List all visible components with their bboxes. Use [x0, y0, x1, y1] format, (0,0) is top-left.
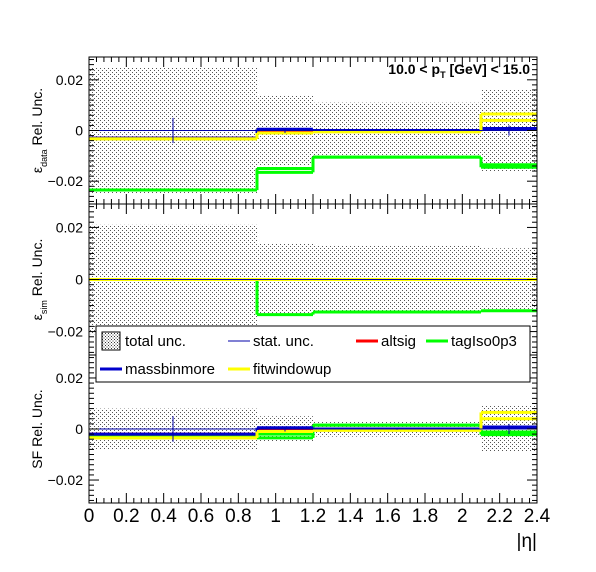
- y-axis-label: εdata Rel. Unc.: [29, 88, 49, 173]
- legend-label: massbinmore: [125, 361, 215, 378]
- x-tick-label: 0: [84, 506, 95, 527]
- y-axis-label: εsim Rel. Unc.: [29, 239, 49, 321]
- y-tick-label: 0.02: [56, 72, 83, 88]
- y-tick-label: 0.02: [56, 219, 83, 235]
- x-tick-label: 2.4: [524, 506, 551, 527]
- plot-area-data: [89, 67, 537, 194]
- annotation-sub: T: [440, 70, 446, 80]
- y-label-rest: Rel. Unc.: [29, 239, 45, 300]
- x-axis-label: |η|: [517, 531, 537, 552]
- y-tick-label: −0.02: [48, 324, 84, 340]
- pt-range-annotation: 10.0 < pT [GeV] < 15.0: [388, 61, 530, 80]
- x-ticks-data: [88, 57, 538, 204]
- y-label-main: ε: [29, 314, 45, 320]
- y-axis-sf: −0.02 0 0.02: [48, 357, 537, 501]
- annotation-layer: 10.0 < pT [GeV] < 15.0: [388, 61, 530, 80]
- legend-label: total unc.: [125, 333, 186, 350]
- y-axis-label: SF Rel. Unc.: [29, 389, 45, 468]
- legend-entry-altsig: altsig: [356, 333, 416, 350]
- x-tick-label: 0.4: [150, 506, 177, 527]
- y-tick-label: 0: [75, 272, 83, 288]
- y-label-main: SF Rel. Unc.: [29, 389, 45, 468]
- plot-area-sim: [89, 224, 537, 335]
- x-tick-label: 1: [270, 506, 281, 527]
- y-label-sub: data: [39, 149, 49, 167]
- plot-area-sf: [89, 406, 537, 452]
- y-axis-sim: −0.02 0 0.02: [48, 206, 537, 353]
- legend-entry-tagIso0p3: tagIso0p3: [426, 333, 517, 350]
- y-tick-label: −0.02: [48, 472, 84, 488]
- x-tick-label: 1.2: [300, 506, 326, 527]
- legend-entry-stat_unc: stat. unc.: [228, 333, 314, 350]
- legend-label: fitwindowup: [253, 361, 331, 378]
- legend-entry-total_unc: total unc.: [101, 331, 186, 351]
- y-axis-data: −0.02 0 0.02: [48, 59, 537, 202]
- x-tick-label: 1.6: [374, 506, 400, 527]
- y-tick-label: 0: [75, 123, 83, 139]
- legend-box: [95, 325, 531, 383]
- legend-label: stat. unc.: [253, 333, 314, 350]
- x-tick-label: 1.4: [337, 506, 364, 527]
- y-label-main: ε: [29, 167, 45, 173]
- legend-label: tagIso0p3: [451, 333, 517, 350]
- legend-entry-massbinmore: massbinmore: [100, 361, 215, 378]
- legend-swatch: [101, 331, 121, 351]
- x-tick-label: 0.2: [113, 506, 139, 527]
- legend: total unc. stat. unc. altsig tagIso0p3 massb…: [95, 325, 531, 383]
- x-tick-label: 2.2: [486, 506, 512, 527]
- y-tick-label: 0.02: [56, 370, 83, 386]
- annotation-pre: 10.0 < p: [388, 61, 440, 77]
- annotation-post: [GeV] < 15.0: [446, 61, 531, 77]
- x-tick-label: 2: [457, 506, 468, 527]
- y-tick-label: −0.02: [48, 173, 84, 189]
- y-label-sub: sim: [39, 300, 49, 314]
- series-tagIso0p3: [89, 155, 537, 192]
- x-tick-label: 0.6: [188, 506, 214, 527]
- y-label-rest: Rel. Unc.: [29, 88, 45, 149]
- y-tick-label: 0: [75, 421, 83, 437]
- legend-label: altsig: [381, 333, 416, 350]
- panel-data: −0.02 0 0.02 εdata Rel. Unc.: [29, 56, 538, 205]
- x-axis: 0 0.2 0.4 0.6 0.8 1 1.2 1.4 1.6 1.8 2 2.2 2.4 |η|: [84, 506, 551, 552]
- legend-entry-fitwindowup: fitwindowup: [228, 361, 331, 378]
- x-tick-label: 1.8: [412, 506, 438, 527]
- x-tick-label: 0.8: [225, 506, 251, 527]
